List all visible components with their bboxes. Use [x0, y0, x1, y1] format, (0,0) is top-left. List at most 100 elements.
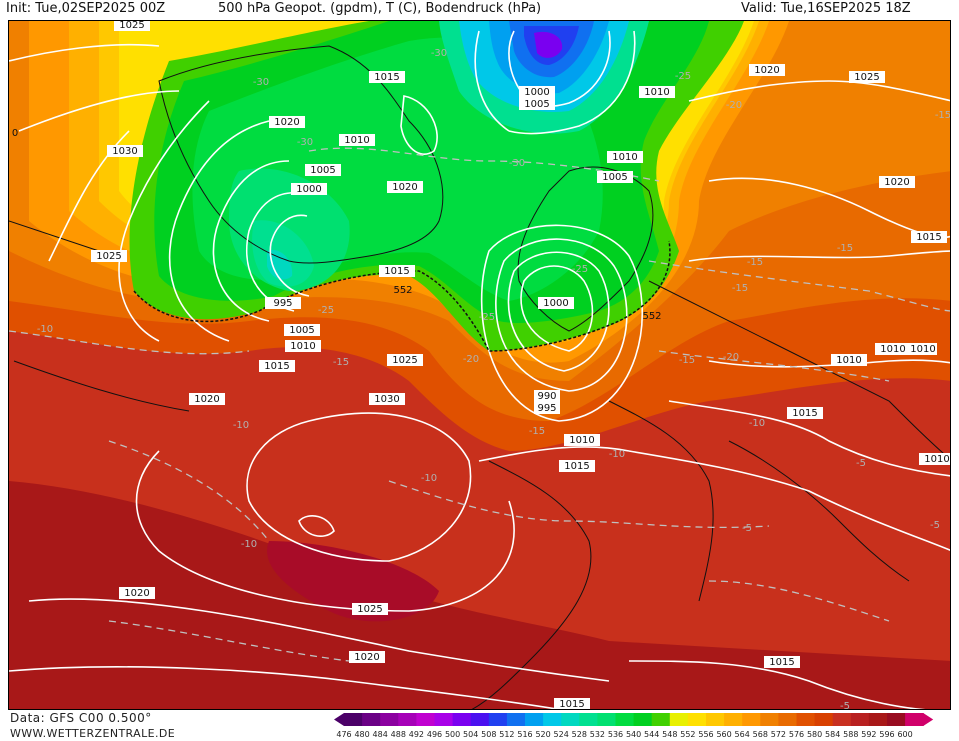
isobar-label: 1005 [602, 172, 627, 183]
temp-label: -15 [679, 355, 695, 366]
isobar-label: 1010 [910, 344, 935, 355]
temp-label: -20 [726, 100, 742, 111]
colorbar-tick-label: 500 [445, 730, 460, 739]
temp-label: -15 [529, 426, 545, 437]
colorbar-swatch [362, 713, 381, 726]
colorbar-tick-label: 484 [373, 730, 388, 739]
colorbar-swatch [344, 713, 363, 726]
temp-label: -5 [840, 701, 850, 710]
isobar-label: 1020 [124, 588, 149, 599]
temp-label: -25 [318, 305, 334, 316]
isobar-label: 1020 [884, 177, 909, 188]
isobar-label: 1020 [274, 117, 299, 128]
temp-label: -20 [723, 352, 739, 363]
colorbar-tick-label: 516 [517, 730, 532, 739]
isobar-label: 1015 [264, 361, 289, 372]
colorbar-tick-label: 552 [680, 730, 695, 739]
colorbar-tick-label: 520 [535, 730, 550, 739]
isobar-label: 1025 [96, 251, 121, 262]
colorbar-tick-label: 544 [644, 730, 659, 739]
colorbar-swatch [850, 713, 870, 726]
temp-label: -20 [463, 354, 479, 365]
colorbar-swatch [724, 713, 743, 726]
isobar-label: 1025 [854, 72, 879, 83]
colorbar-tick-label: 572 [771, 730, 786, 739]
colorbar-swatch [615, 713, 635, 726]
colorbar-swatch [525, 713, 544, 726]
isobar-label: 1015 [916, 232, 941, 243]
colorbar-swatch [561, 713, 580, 726]
data-source: Data: GFS C00 0.500° [10, 711, 152, 725]
geopot-552-label: 552 [642, 311, 661, 322]
isobar-label: 1025 [357, 604, 382, 615]
isobar-label: 995 [537, 403, 556, 414]
colorbar-tick-label: 512 [499, 730, 514, 739]
isobar-label: 1025 [119, 21, 144, 31]
colorbar-swatch [398, 713, 417, 726]
colorbar-tick-label: 556 [698, 730, 713, 739]
isobar-label: 1010 [569, 435, 594, 446]
isobar-label: 1010 [880, 344, 905, 355]
colorbar-tick-label: 528 [572, 730, 587, 739]
isobar-label: 1010 [836, 355, 861, 366]
colorbar-tick-label: 592 [861, 730, 876, 739]
temp-label: -25 [675, 71, 691, 82]
colorbar-tick-label: 492 [409, 730, 424, 739]
isobar-label: 1010 [290, 341, 315, 352]
isobar-label: 1020 [354, 652, 379, 663]
weather-map: 1025 1030 1020 1015 1010 1005 1000 1020 … [8, 20, 951, 710]
temp-label: -15 [747, 257, 763, 268]
colorbar-right-arrow [923, 713, 934, 726]
isobar-label: 1015 [384, 266, 409, 277]
temp-label: -10 [241, 539, 257, 550]
colorbar-tick-label: 496 [427, 730, 442, 739]
isobar-label: 995 [273, 298, 292, 309]
colorbar-swatch [380, 713, 399, 726]
colorbar-tick-label: 568 [753, 730, 768, 739]
isobar-label: 1015 [769, 657, 794, 668]
colorbar-swatch [506, 713, 526, 726]
temp-label: -10 [37, 324, 53, 335]
temp-label: -30 [509, 158, 525, 169]
temp-label: -10 [609, 449, 625, 460]
colorbar-swatch [742, 713, 761, 726]
colorbar-swatch [633, 713, 653, 726]
colorbar-swatch [687, 713, 707, 726]
colorbar-swatch [434, 713, 454, 726]
isobar-label: 1000 [543, 298, 568, 309]
temp-label: -15 [837, 243, 853, 254]
temp-label: -10 [421, 473, 437, 484]
edge-label: 0 [12, 128, 18, 139]
temp-label: -15 [935, 110, 951, 121]
isobar-label: 1020 [194, 394, 219, 405]
colorbar-swatch [488, 713, 508, 726]
map-footer: Data: GFS C00 0.500° WWW.WETTERZENTRALE.… [0, 710, 959, 741]
colorbar-swatch [706, 713, 725, 726]
colorbar-tick-label: 532 [590, 730, 605, 739]
isobar-label: 1015 [559, 699, 584, 710]
temp-label: -25 [572, 264, 588, 275]
colorbar-tick-label: 536 [608, 730, 623, 739]
colorbar: 476 480 484 488 492 496 500 504 508 512 516 520 524 5… [334, 713, 934, 739]
isobar-label: 1005 [310, 165, 335, 176]
colorbar-tick-label: 584 [825, 730, 840, 739]
isobar-label: 1015 [792, 408, 817, 419]
colorbar-swatch [796, 713, 816, 726]
colorbar-tick-label: 564 [735, 730, 750, 739]
isobar-label: 1025 [392, 355, 417, 366]
colorbar-swatch [868, 713, 888, 726]
colorbar-tick-label: 476 [336, 730, 351, 739]
temp-label: -5 [856, 458, 866, 469]
colorbar-swatch [452, 713, 472, 726]
isobar-label: 1030 [112, 146, 137, 157]
colorbar-tick-label: 504 [463, 730, 478, 739]
isobar-label: 1030 [374, 394, 399, 405]
isobar-label: 1010 [344, 135, 369, 146]
colorbar-swatch [669, 713, 689, 726]
colorbar-swatch [778, 713, 797, 726]
temp-label: -10 [749, 418, 765, 429]
temp-label: -15 [333, 357, 349, 368]
isobar-label: 1000 [524, 87, 549, 98]
map-title: 500 hPa Geopot. (gpdm), T (C), Bodendruc… [218, 1, 542, 16]
geopot-552-label: 552 [393, 285, 412, 296]
